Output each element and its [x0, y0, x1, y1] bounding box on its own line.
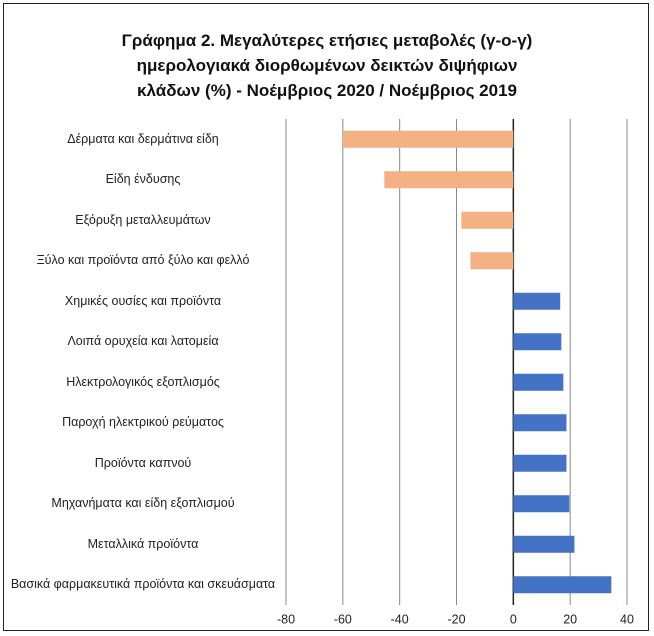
y-tick-label: Εξόρυξη μεταλλευμάτων — [75, 212, 211, 227]
bar — [513, 333, 562, 351]
chart-frame — [3, 3, 649, 631]
x-tick-label: -60 — [334, 612, 352, 626]
chart-title: ημερολογιακά διορθωμένων δεικτών διψήφιω… — [136, 56, 518, 75]
bar — [513, 535, 575, 553]
y-tick-label: Είδη ένδυσης — [105, 172, 181, 187]
y-tick-label: Προϊόντα καπνού — [94, 455, 192, 470]
bar — [513, 292, 561, 310]
y-tick-label: Δέρματα και δερμάτινα είδη — [67, 131, 219, 146]
y-tick-label: Μεταλλικά προϊόντα — [87, 536, 199, 551]
x-tick-label: 0 — [510, 612, 517, 626]
y-tick-label: Λοιπά ορυχεία και λατομεία — [67, 334, 219, 349]
chart-title: Γράφημα 2. Μεγαλύτερες ετήσιες μεταβολές… — [121, 31, 533, 50]
x-tick-label: 40 — [620, 612, 634, 626]
chart-title: κλάδων (%) - Νοέμβριος 2020 / Νοέμβριος … — [137, 81, 517, 100]
x-tick-label: -40 — [391, 612, 409, 626]
bar — [470, 252, 514, 270]
x-tick-label: -80 — [277, 612, 295, 626]
y-tick-label: Βασικά φαρμακευτικά προϊόντα και σκευάσμ… — [10, 577, 276, 592]
bar — [384, 171, 514, 189]
bar — [513, 495, 570, 513]
bar — [513, 373, 564, 391]
y-tick-label: Ξύλο και προϊόντα από ξύλο και φελλό — [36, 253, 250, 268]
y-tick-label: Χημικές ουσίες και προϊόντα — [64, 293, 222, 308]
y-tick-label: Μηχανήματα και είδη εξοπλισμού — [51, 496, 235, 511]
bar — [513, 454, 567, 472]
y-tick-label: Παροχή ηλεκτρικού ρεύματος — [62, 415, 224, 430]
bar — [342, 130, 514, 148]
bar — [513, 414, 567, 432]
x-tick-label: -20 — [447, 612, 465, 626]
y-tick-label: Ηλεκτρολογικός εξοπλισμός — [66, 374, 220, 389]
bar — [513, 576, 612, 594]
x-tick-label: 20 — [563, 612, 577, 626]
bar — [461, 211, 514, 229]
